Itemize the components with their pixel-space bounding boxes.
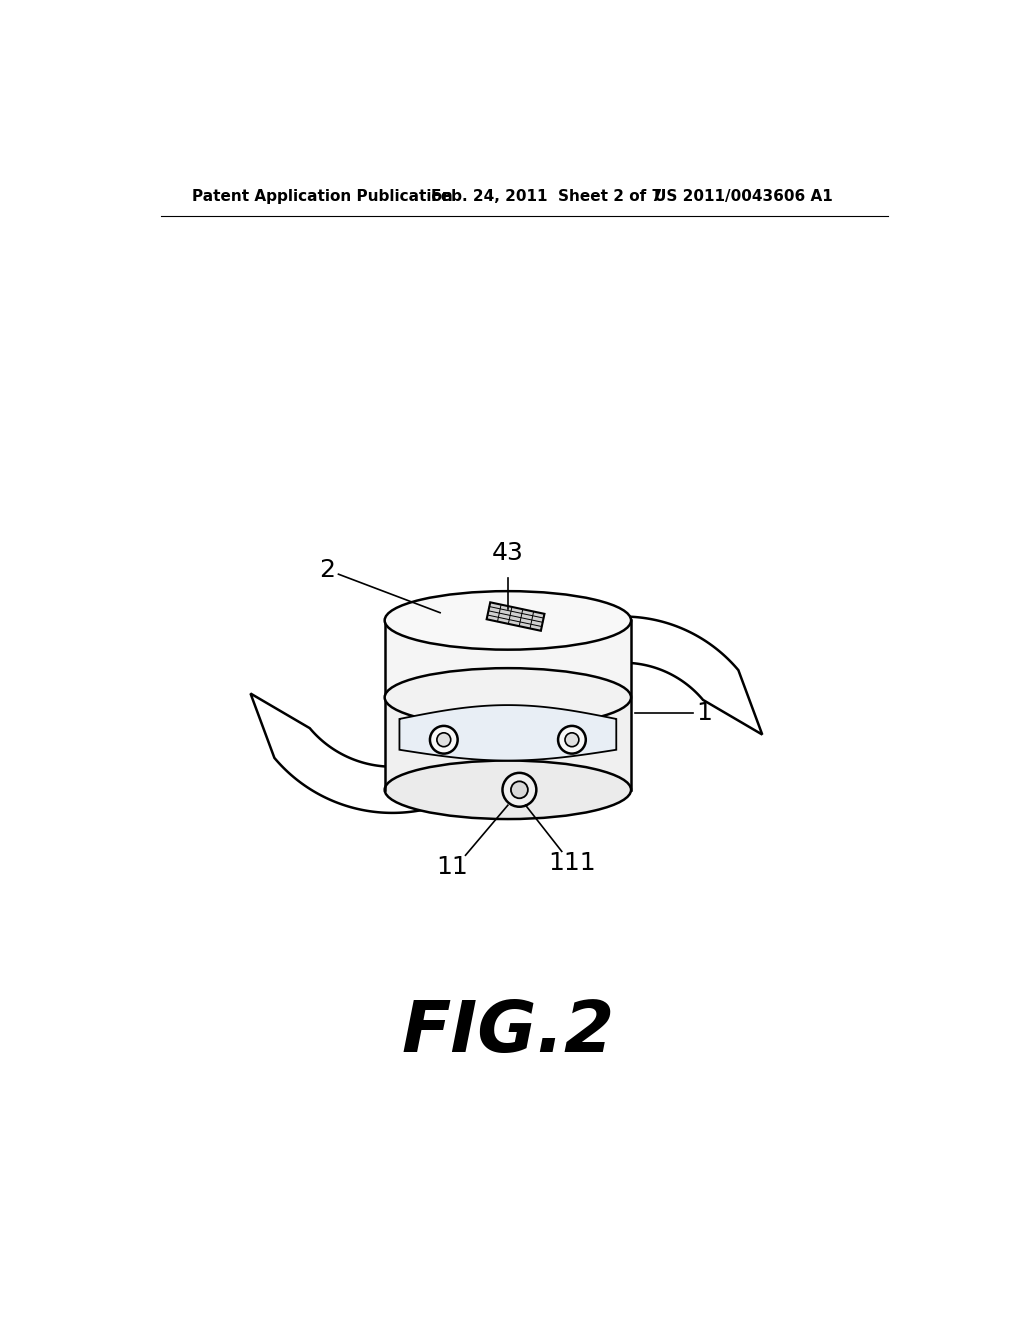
Text: Feb. 24, 2011  Sheet 2 of 7: Feb. 24, 2011 Sheet 2 of 7 xyxy=(431,189,662,205)
Polygon shape xyxy=(486,602,545,631)
Ellipse shape xyxy=(385,760,631,818)
Circle shape xyxy=(511,781,528,799)
Circle shape xyxy=(437,733,451,747)
Text: FIG.2: FIG.2 xyxy=(401,998,614,1067)
Circle shape xyxy=(503,774,537,807)
Text: 11: 11 xyxy=(436,855,468,879)
Text: US 2011/0043606 A1: US 2011/0043606 A1 xyxy=(654,189,833,205)
Text: 2: 2 xyxy=(318,558,335,582)
Text: 21: 21 xyxy=(480,719,512,744)
Circle shape xyxy=(558,726,586,754)
Text: Patent Application Publication: Patent Application Publication xyxy=(193,189,453,205)
Text: 43: 43 xyxy=(492,541,524,565)
Ellipse shape xyxy=(385,591,631,649)
Polygon shape xyxy=(399,705,616,760)
Text: 111: 111 xyxy=(548,851,596,875)
Polygon shape xyxy=(548,616,762,735)
Text: 1: 1 xyxy=(696,701,712,725)
Circle shape xyxy=(430,726,458,754)
Polygon shape xyxy=(251,693,469,813)
Polygon shape xyxy=(385,697,631,789)
Polygon shape xyxy=(385,620,631,697)
Circle shape xyxy=(565,733,579,747)
Ellipse shape xyxy=(385,668,631,726)
